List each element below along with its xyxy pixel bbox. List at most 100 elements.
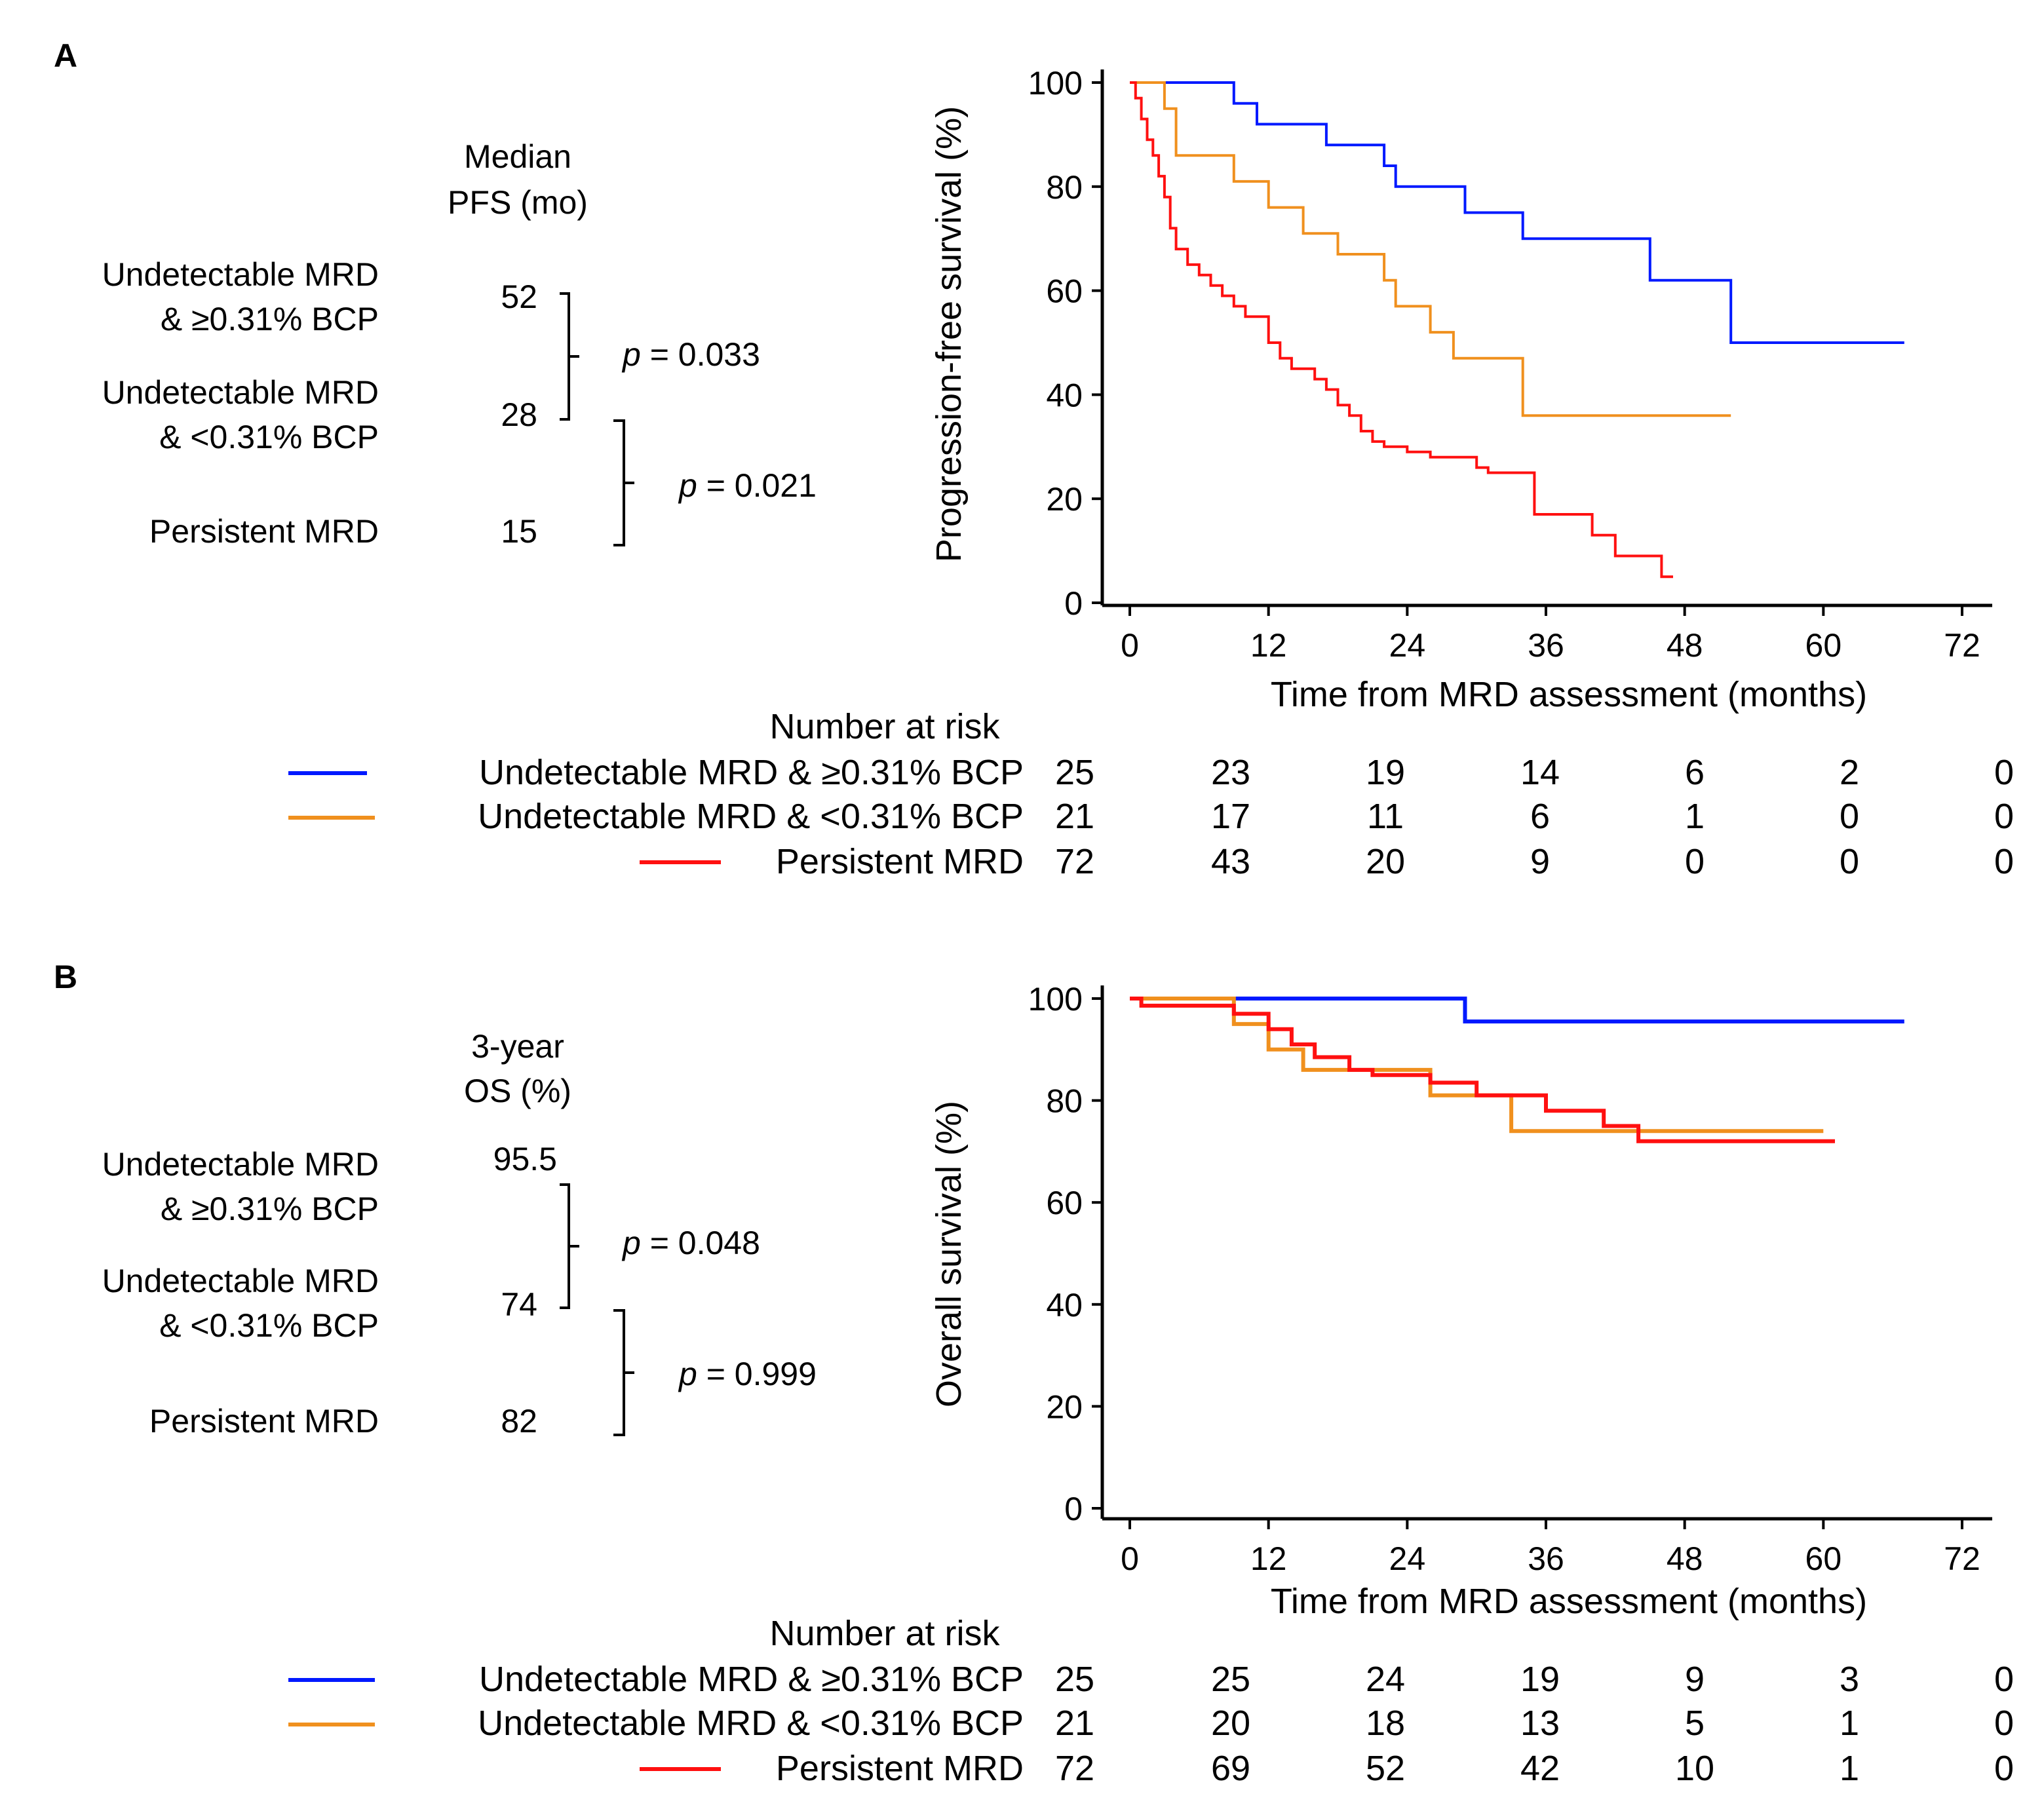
risk-count: 19 xyxy=(1520,1660,1560,1699)
risk-table-title-b: Number at risk xyxy=(769,1614,1000,1653)
y-tick-label: 20 xyxy=(1046,1388,1083,1425)
stat-header-line2-a: PFS (mo) xyxy=(448,184,588,221)
group-label-line1-b-2: Undetectable MRD xyxy=(102,1263,379,1299)
x-tick-label: 72 xyxy=(1944,627,1980,664)
risk-count: 25 xyxy=(1054,1660,1095,1699)
risk-count: 72 xyxy=(1054,1749,1095,1788)
bracket-a-2 xyxy=(613,419,625,546)
group-label-b-3: Persistent MRD xyxy=(149,1403,379,1439)
risk-row-label-a-2: Undetectable MRD & <0.31% BCP xyxy=(478,797,1024,836)
brackets xyxy=(560,292,634,1436)
x-tick-label: 48 xyxy=(1667,1540,1703,1577)
risk-row-label-a-3: Persistent MRD xyxy=(775,842,1024,881)
risk-count: 1 xyxy=(1684,797,1705,836)
group-label-line1-a-2: Undetectable MRD xyxy=(102,374,379,411)
risk-count: 19 xyxy=(1365,753,1406,792)
group-value-b-1: 95.5 xyxy=(493,1141,557,1177)
risk-count: 13 xyxy=(1520,1704,1560,1743)
plot-b: 0 20 40 60 80 100 0 12 24 36 48 60 72 Time from MRD a… xyxy=(929,981,1992,1621)
risk-count: 0 xyxy=(1994,1704,2015,1743)
bracket-b-2 xyxy=(613,1309,625,1436)
group-label-line2-a-1: & ≥0.31% BCP xyxy=(160,301,379,337)
risk-count: 17 xyxy=(1210,797,1251,836)
stat-header-line1-a: Median xyxy=(464,138,571,175)
group-label-line2-b-1: & ≥0.31% BCP xyxy=(160,1191,379,1227)
risk-count: 14 xyxy=(1520,753,1560,792)
risk-count: 20 xyxy=(1365,842,1406,881)
x-tick-label: 60 xyxy=(1805,1540,1842,1577)
group-label-line2-b-2: & <0.31% BCP xyxy=(159,1307,379,1344)
risk-count: 18 xyxy=(1365,1704,1406,1743)
risk-count: 9 xyxy=(1684,1660,1705,1699)
y-tick-label: 100 xyxy=(1028,65,1083,102)
risk-count: 10 xyxy=(1674,1749,1715,1788)
group-value-b-3: 82 xyxy=(501,1403,537,1439)
x-tick-label: 0 xyxy=(1121,627,1139,664)
risk-count: 1 xyxy=(1839,1704,1860,1743)
bracket-a-1 xyxy=(560,292,570,421)
km-curve-1 xyxy=(1130,81,1904,344)
x-tick-label: 24 xyxy=(1389,627,1426,664)
group-value-a-3: 15 xyxy=(501,513,537,550)
y-tick-label: 20 xyxy=(1046,481,1083,518)
stat-header-line2-b: OS (%) xyxy=(464,1073,571,1109)
x-tick-label: 36 xyxy=(1528,1540,1564,1577)
x-tick-label: 12 xyxy=(1250,1540,1287,1577)
risk-count: 11 xyxy=(1366,797,1404,836)
x-tick-label: 48 xyxy=(1667,627,1703,664)
y-tick-label: 40 xyxy=(1046,377,1083,413)
risk-count: 21 xyxy=(1054,797,1095,836)
x-axis-label: Time from MRD assessment (months) xyxy=(1271,675,1867,714)
risk-count: 0 xyxy=(1839,797,1860,836)
risk-count: 6 xyxy=(1684,753,1705,792)
risk-count: 72 xyxy=(1054,842,1095,881)
bracket-b-1 xyxy=(560,1183,570,1309)
group-label-line1-b-1: Undetectable MRD xyxy=(102,1146,379,1183)
risk-count: 42 xyxy=(1520,1749,1560,1788)
x-tick-label: 36 xyxy=(1528,627,1564,664)
km-curve-2 xyxy=(1130,997,1824,1134)
p-value-a-2: p = 0.021 xyxy=(679,467,817,504)
risk-count: 43 xyxy=(1210,842,1251,881)
km-curve-3 xyxy=(1130,81,1673,579)
stat-header-line1-b: 3-year xyxy=(471,1028,564,1065)
group-label-a-3: Persistent MRD xyxy=(149,513,379,550)
risk-count: 25 xyxy=(1054,753,1095,792)
y-tick-label: 0 xyxy=(1064,585,1083,622)
y-tick-label: 60 xyxy=(1046,273,1083,310)
risk-count: 3 xyxy=(1839,1660,1860,1699)
risk-count: 1 xyxy=(1839,1749,1860,1788)
p-value-a-1: p = 0.033 xyxy=(623,336,760,373)
p-value-b-1: p = 0.048 xyxy=(623,1225,760,1261)
risk-count: 0 xyxy=(1994,1749,2015,1788)
panel-letter-b: B xyxy=(54,959,78,995)
risk-count: 23 xyxy=(1210,753,1251,792)
y-tick-label: 80 xyxy=(1046,1083,1083,1120)
y-tick-label: 80 xyxy=(1046,169,1083,206)
risk-count: 0 xyxy=(1994,1660,2015,1699)
group-label-line2-a-2: & <0.31% BCP xyxy=(159,419,379,455)
group-label-line1-a-1: Undetectable MRD xyxy=(102,256,379,293)
risk-row-label-b-2: Undetectable MRD & <0.31% BCP xyxy=(478,1704,1024,1743)
km-curve-1 xyxy=(1130,997,1904,1023)
y-tick-label: 40 xyxy=(1046,1287,1083,1324)
risk-count: 52 xyxy=(1365,1749,1406,1788)
x-tick-label: 60 xyxy=(1805,627,1842,664)
x-tick-label: 24 xyxy=(1389,1540,1426,1577)
risk-row-label-b-1: Undetectable MRD & ≥0.31% BCP xyxy=(478,1660,1024,1699)
risk-count: 0 xyxy=(1994,753,2015,792)
risk-table-title-a: Number at risk xyxy=(769,707,1000,746)
x-tick-label: 12 xyxy=(1250,627,1287,664)
x-axis-label: Time from MRD assessment (months) xyxy=(1271,1582,1867,1621)
risk-count: 0 xyxy=(1839,842,1860,881)
y-axis-label: Progression-free survival (%) xyxy=(929,106,969,562)
p-value-b-2: p = 0.999 xyxy=(679,1356,817,1392)
x-tick-label: 0 xyxy=(1121,1540,1139,1577)
km-curve-2 xyxy=(1130,81,1731,417)
x-tick-label: 72 xyxy=(1944,1540,1980,1577)
legend-lines xyxy=(288,771,721,1771)
risk-count: 69 xyxy=(1210,1749,1251,1788)
y-tick-label: 0 xyxy=(1064,1491,1083,1527)
risk-count: 20 xyxy=(1210,1704,1251,1743)
